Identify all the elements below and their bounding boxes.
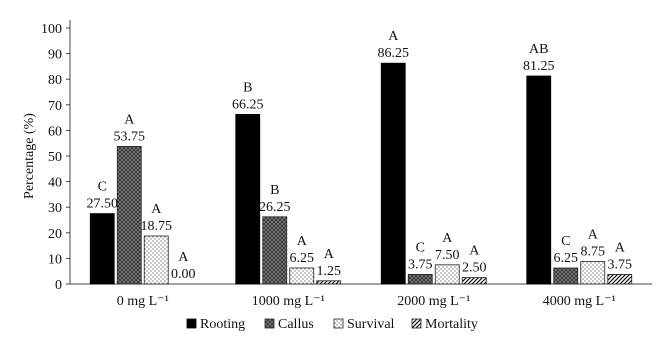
bar-callus xyxy=(262,216,288,285)
legend-swatch-mortality xyxy=(411,318,422,329)
x-tick-label: 4000 mg L⁻¹ xyxy=(543,294,616,309)
bar-letter-label: B xyxy=(243,80,252,95)
y-tick-label: 0 xyxy=(55,278,62,293)
bar-letter-label: AB xyxy=(529,42,548,57)
bar-value-label: 53.75 xyxy=(114,129,146,144)
bar-value-label: 3.75 xyxy=(608,257,633,272)
y-tick-label: 80 xyxy=(48,73,62,88)
bar-callus xyxy=(553,267,579,285)
y-tick-label: 10 xyxy=(48,252,62,267)
legend-swatch-callus xyxy=(264,318,275,329)
bar-letter-label: A xyxy=(388,29,399,44)
legend-swatch-rooting xyxy=(186,318,197,329)
bar-survival xyxy=(143,235,169,285)
bar-value-label: 3.75 xyxy=(408,257,433,272)
y-tick-label: 60 xyxy=(48,124,62,139)
y-tick-label: 50 xyxy=(48,150,62,165)
bar-mortality xyxy=(607,273,633,285)
bar-value-label: 81.25 xyxy=(523,59,555,74)
bar-mortality xyxy=(316,280,342,285)
y-tick-label: 20 xyxy=(48,227,62,242)
y-tick-label: 70 xyxy=(48,99,62,114)
bar-letter-label: A xyxy=(178,250,189,265)
x-tick-label: 2000 mg L⁻¹ xyxy=(397,294,470,309)
bar-value-label: 27.50 xyxy=(87,197,119,212)
legend-label-rooting: Rooting xyxy=(200,317,245,332)
bar-survival xyxy=(289,267,315,285)
y-tick-label: 100 xyxy=(41,22,62,37)
bar-letter-label: A xyxy=(324,247,335,262)
bar-callus xyxy=(407,273,433,285)
bar-letter-label: A xyxy=(124,112,135,127)
bar-rooting xyxy=(526,75,552,285)
bar-rooting xyxy=(380,62,406,285)
y-tick-label: 90 xyxy=(48,48,62,63)
bar-value-label: 86.25 xyxy=(378,46,410,61)
bar-value-label: 2.50 xyxy=(462,261,487,276)
bar-value-label: 6.25 xyxy=(290,251,315,266)
bar-callus xyxy=(116,145,142,285)
bar-value-label: 18.75 xyxy=(141,219,173,234)
y-tick-label: 30 xyxy=(48,201,62,216)
bar-letter-label: A xyxy=(588,228,599,243)
bar-letter-label: A xyxy=(442,231,453,246)
legend-label-survival: Survival xyxy=(347,317,395,332)
bar-rooting xyxy=(89,213,115,285)
legend-swatch-survival xyxy=(333,318,344,329)
x-tick-label: 1000 mg L⁻¹ xyxy=(252,294,325,309)
bar-value-label: 7.50 xyxy=(435,248,460,263)
bar-rooting xyxy=(235,114,261,285)
bar-letter-label: C xyxy=(561,234,570,249)
bar-letter-label: A xyxy=(297,234,308,249)
y-tick-label: 40 xyxy=(48,176,62,191)
bar-mortality xyxy=(461,277,487,285)
bar-survival xyxy=(434,264,460,285)
bar-value-label: 0.00 xyxy=(171,267,196,282)
bar-value-label: 66.25 xyxy=(232,97,264,112)
bar-letter-label: A xyxy=(615,240,626,255)
x-tick-label: 0 mg L⁻¹ xyxy=(117,294,169,309)
bar-value-label: 8.75 xyxy=(581,245,606,260)
legend: Rooting Callus Survival Mortality xyxy=(186,317,478,332)
legend-label-callus: Callus xyxy=(278,317,314,332)
bar-letter-label: A xyxy=(469,244,480,259)
y-axis-title: Percentage (%) xyxy=(22,113,37,199)
bar-value-label: 6.25 xyxy=(554,251,579,266)
bar-letter-label: A xyxy=(151,202,162,217)
bar-letter-label: C xyxy=(416,240,425,255)
bar-survival xyxy=(580,261,606,285)
legend-label-mortality: Mortality xyxy=(425,317,478,332)
bar-letter-label: B xyxy=(270,183,279,198)
bar-letter-label: C xyxy=(98,180,107,195)
bar-value-label: 26.25 xyxy=(259,200,291,215)
bar-value-label: 1.25 xyxy=(317,264,342,279)
